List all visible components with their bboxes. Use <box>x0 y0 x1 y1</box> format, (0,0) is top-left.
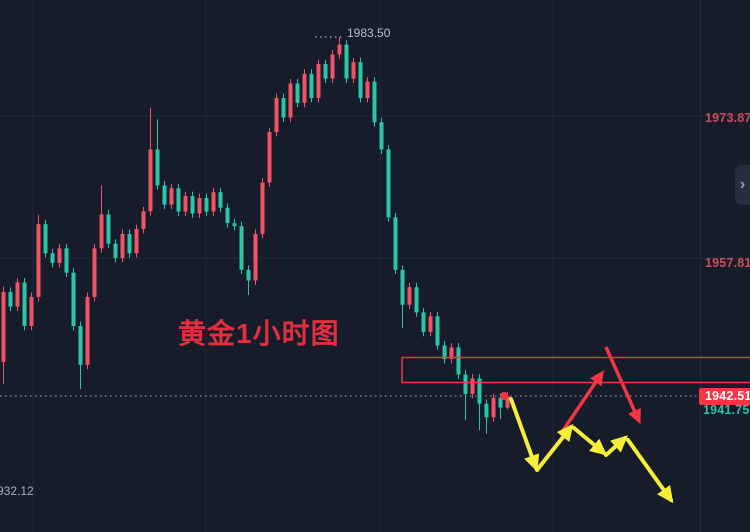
side-panel-toggle[interactable]: › <box>735 165 750 205</box>
candle <box>64 244 69 278</box>
candle <box>372 77 377 127</box>
resistance-zone-rectangle <box>401 356 750 384</box>
candle <box>1 286 6 385</box>
candle <box>302 69 307 108</box>
candle <box>22 278 27 331</box>
candle <box>281 93 286 122</box>
candle <box>218 187 223 213</box>
candle <box>491 393 496 422</box>
candle <box>407 282 412 310</box>
candle <box>344 40 349 83</box>
candle <box>330 49 335 83</box>
candle <box>386 145 391 222</box>
candle <box>232 218 237 231</box>
candle <box>428 311 433 337</box>
candle <box>379 117 384 154</box>
candle <box>449 343 454 364</box>
candle <box>421 308 426 337</box>
candle <box>141 206 146 234</box>
candle <box>92 244 97 302</box>
candle <box>484 399 489 434</box>
candle <box>162 180 167 210</box>
candle <box>134 224 139 258</box>
candle <box>155 119 160 190</box>
candle <box>393 212 398 275</box>
candle <box>176 183 181 216</box>
candle <box>197 193 202 218</box>
candle <box>477 374 482 431</box>
candle <box>253 229 258 285</box>
candle <box>239 221 244 275</box>
red-projection-arrows <box>560 346 641 433</box>
candle <box>148 107 153 216</box>
candle <box>274 93 279 137</box>
candle <box>15 278 20 312</box>
candle <box>470 374 475 399</box>
candle <box>50 248 55 268</box>
candle <box>43 219 48 258</box>
candle <box>183 191 188 216</box>
candle <box>267 127 272 187</box>
candle <box>99 185 104 253</box>
candle <box>337 37 342 59</box>
candle <box>169 183 174 210</box>
candle <box>351 57 356 83</box>
session-low-label: 1941.75 <box>703 403 750 417</box>
candle <box>85 292 90 370</box>
chevron-right-icon: › <box>739 176 746 193</box>
axis-price-label-upper: 1973.87 <box>705 111 750 125</box>
candle <box>414 282 419 317</box>
candle <box>211 187 216 216</box>
high-price-label: 1983.50 <box>347 26 391 40</box>
candle <box>36 214 41 302</box>
candle <box>365 77 370 103</box>
candle <box>316 59 321 103</box>
candle <box>120 229 125 263</box>
candle <box>288 79 293 122</box>
candle <box>309 69 314 103</box>
candle <box>295 79 300 108</box>
candle <box>8 287 13 312</box>
candle <box>463 370 468 421</box>
candle <box>442 341 447 364</box>
current-price-badge: 1942.51 <box>699 388 750 405</box>
candle <box>190 191 195 218</box>
axis-price-label-middle: 1957.81 <box>705 256 750 270</box>
candle <box>225 203 230 228</box>
candle <box>400 265 405 329</box>
candle <box>113 239 118 263</box>
last-price-dot <box>500 392 508 400</box>
candle <box>78 321 83 390</box>
candle <box>204 193 209 216</box>
candle <box>246 265 251 296</box>
candle <box>127 229 132 258</box>
candle <box>323 59 328 83</box>
candle <box>106 210 111 248</box>
yellow-projection-arrows <box>509 397 674 504</box>
candle <box>57 244 62 268</box>
candle <box>260 178 265 239</box>
chart-title-annotation: 黄金1小时图 <box>178 318 340 349</box>
candlestick-series <box>1 37 510 434</box>
candle <box>358 57 363 103</box>
candle <box>29 292 34 331</box>
candle <box>456 343 461 379</box>
candle <box>71 268 76 331</box>
candle <box>435 311 440 350</box>
bottom-left-price-label: 932.12 <box>0 484 34 498</box>
